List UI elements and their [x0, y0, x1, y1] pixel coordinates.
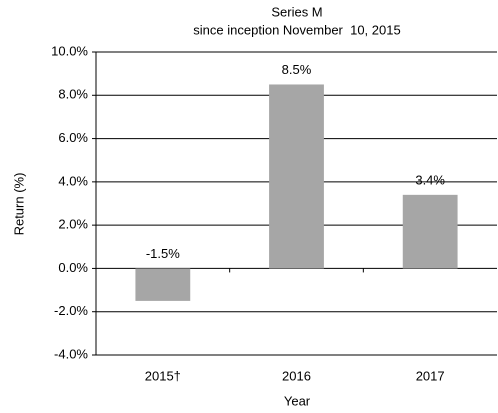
- y-tick-label: -2.0%: [54, 303, 88, 318]
- bar: [269, 84, 324, 269]
- bar: [135, 268, 191, 301]
- data-label: -1.5%: [146, 246, 180, 261]
- bar: [402, 194, 458, 269]
- y-tick-label: 8.0%: [58, 87, 88, 102]
- y-tick-label: 6.0%: [58, 130, 88, 145]
- y-tick-label: 0.0%: [58, 260, 88, 275]
- y-axis-label: Return (%): [11, 173, 26, 236]
- x-tick-label: 2016: [282, 368, 311, 383]
- x-axis-label: Year: [284, 393, 311, 408]
- y-tick-label: 2.0%: [58, 217, 88, 232]
- y-tick-label: 10.0%: [51, 43, 88, 58]
- chart-subtitle: since inception November 10, 2015: [193, 22, 400, 37]
- data-label: 3.4%: [415, 172, 445, 187]
- x-tick-label: 2017: [416, 368, 445, 383]
- x-tick-label: 2015†: [145, 368, 181, 383]
- data-label: 8.5%: [282, 62, 312, 77]
- chart-title: Series M: [271, 4, 322, 19]
- y-tick-label: -4.0%: [54, 346, 88, 361]
- y-tick-label: 4.0%: [58, 173, 88, 188]
